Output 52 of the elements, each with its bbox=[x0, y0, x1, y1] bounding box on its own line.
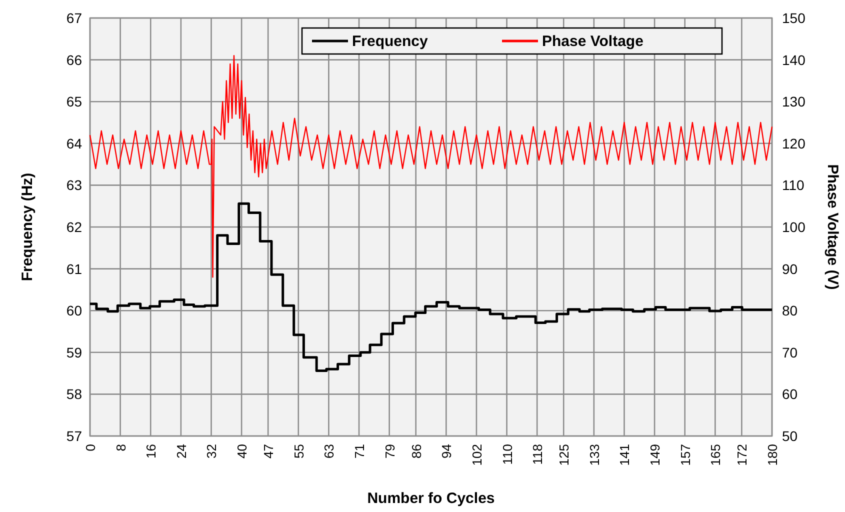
y2-tick-label: 60 bbox=[782, 386, 798, 402]
y2-tick-label: 80 bbox=[782, 302, 798, 319]
y-tick-label: 66 bbox=[66, 52, 82, 68]
y-tick-label: 67 bbox=[66, 10, 82, 26]
y-tick-label: 60 bbox=[66, 302, 82, 319]
x-tick-label: 16 bbox=[144, 444, 159, 458]
y2-tick-label: 100 bbox=[782, 219, 806, 235]
y-tick-label: 59 bbox=[66, 344, 82, 360]
y2-tick-label: 130 bbox=[782, 94, 806, 110]
y2-tick-label: 140 bbox=[782, 52, 806, 68]
x-tick-label: 63 bbox=[322, 444, 337, 458]
y-tick-label: 62 bbox=[66, 219, 82, 235]
y2-tick-label: 110 bbox=[782, 177, 805, 194]
y2-tick-label: 50 bbox=[782, 428, 798, 444]
x-tick-label: 141 bbox=[617, 444, 632, 466]
x-tick-label: 0 bbox=[83, 444, 98, 452]
y-tick-label: 65 bbox=[66, 94, 82, 110]
y2-tick-label: 70 bbox=[782, 344, 798, 360]
x-tick-label: 40 bbox=[234, 444, 250, 458]
y-tick-label: 61 bbox=[66, 260, 82, 277]
x-tick-label: 110 bbox=[500, 444, 515, 465]
legend-label: Frequency bbox=[352, 33, 429, 50]
x-tick-label: 118 bbox=[530, 444, 546, 465]
x-tick-label: 149 bbox=[648, 444, 663, 466]
legend-label: Phase Voltage bbox=[542, 33, 644, 50]
x-tick-label: 165 bbox=[708, 444, 724, 466]
x-tick-label: 172 bbox=[734, 444, 750, 466]
x-tick-label: 133 bbox=[586, 444, 602, 466]
y2-tick-label: 120 bbox=[782, 135, 806, 152]
x-tick-label: 71 bbox=[352, 444, 368, 458]
x-tick-label: 94 bbox=[439, 444, 454, 458]
y-tick-label: 57 bbox=[66, 428, 82, 444]
y-axis-title: Frequency (Hz) bbox=[19, 172, 36, 282]
x-tick-label: 24 bbox=[174, 444, 189, 458]
y-tick-label: 58 bbox=[66, 386, 82, 402]
x-tick-label: 86 bbox=[408, 444, 424, 458]
y-tick-label: 64 bbox=[66, 135, 82, 152]
x-tick-label: 102 bbox=[469, 444, 484, 466]
x-tick-label: 125 bbox=[556, 444, 572, 466]
x-tick-label: 8 bbox=[113, 444, 128, 452]
x-tick-label: 180 bbox=[765, 444, 780, 466]
x-tick-label: 55 bbox=[291, 444, 306, 458]
x-tick-label: 32 bbox=[204, 444, 220, 458]
x-tick-label: 79 bbox=[382, 444, 398, 458]
x-axis-title: Number fo Cycles bbox=[367, 490, 495, 507]
y2-tick-label: 90 bbox=[782, 260, 798, 277]
line-series bbox=[89, 55, 773, 278]
y-tick-label: 63 bbox=[66, 177, 82, 194]
y2-tick-label: 150 bbox=[782, 10, 806, 26]
x-tick-label: 47 bbox=[261, 444, 276, 458]
x-tick-label: 157 bbox=[678, 444, 693, 466]
y2-axis-title: Phase Voltage (V) bbox=[824, 164, 841, 290]
